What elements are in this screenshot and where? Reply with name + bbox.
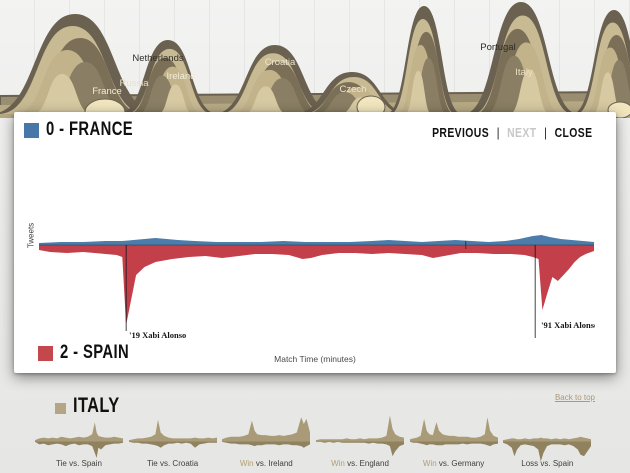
away-team-score: 2 - SPAIN: [60, 342, 149, 364]
away-team-swatch: [38, 346, 53, 361]
country-label-france[interactable]: France: [92, 86, 122, 97]
close-button[interactable]: CLOSE: [554, 125, 592, 140]
country-label-netherlands[interactable]: Netherlands: [132, 53, 183, 64]
home-team-swatch: [24, 123, 39, 138]
panel-navigation: PREVIOUS | NEXT | CLOSE: [432, 125, 592, 140]
x-axis-label: Match Time (minutes): [274, 354, 356, 364]
country-label-portugal[interactable]: Portugal: [480, 42, 515, 53]
italy-section: ITALY Back to top Tie vs. Spain Tie vs. C…: [0, 373, 630, 473]
mini-match-chart-6[interactable]: [503, 415, 592, 467]
previous-button[interactable]: PREVIOUS: [431, 125, 489, 140]
mini-match-label-2[interactable]: Tie vs. Croatia: [146, 459, 199, 468]
y-axis-label: Tweets: [26, 222, 36, 249]
nav-separator: |: [496, 125, 500, 140]
series-france[interactable]: [39, 235, 594, 245]
italy-team-swatch: [55, 403, 66, 414]
next-button[interactable]: NEXT: [506, 125, 537, 140]
match-tweet-chart[interactable]: '19 Xabi Alonso '91 Xabi Alonso: [38, 150, 595, 347]
mini-match-label-1[interactable]: Tie vs. Spain: [56, 459, 102, 468]
country-label-russia[interactable]: Russia: [119, 78, 149, 89]
mini-match-chart-2[interactable]: [128, 415, 217, 467]
home-team-score: 0 - FRANCE: [46, 119, 158, 141]
mini-match-chart-4[interactable]: [316, 415, 404, 467]
mini-match-label-4[interactable]: Win vs. England: [331, 459, 389, 468]
match-detail-panel: 0 - FRANCE PREVIOUS | NEXT | CLOSE Tweet…: [14, 112, 616, 373]
mini-match-label-6[interactable]: Loss vs. Spain: [521, 459, 574, 468]
nav-separator: |: [543, 125, 547, 140]
goal-annotation-text: '19 Xabi Alonso: [129, 330, 186, 340]
home-team-score-label: 0 - FRANCE: [46, 119, 134, 140]
mini-match-chart-5[interactable]: [409, 415, 498, 467]
series-spain[interactable]: [39, 245, 594, 325]
italy-team-title: ITALY: [73, 394, 133, 418]
tournament-streamgraph[interactable]: France Russia Netherlands Ireland Croatia Cze…: [0, 0, 630, 118]
mini-match-chart-1[interactable]: [35, 415, 123, 467]
country-label-czech[interactable]: Czech: [340, 84, 367, 95]
country-label-italy[interactable]: Italy: [515, 67, 533, 78]
country-label-croatia[interactable]: Croatia: [265, 57, 296, 68]
back-to-top-link[interactable]: Back to top: [554, 393, 595, 402]
goal-annotation-text: '91 Xabi Alonso: [541, 320, 595, 330]
mini-match-label-5[interactable]: Win vs. Germany: [422, 459, 485, 468]
italy-team-label: ITALY: [73, 394, 120, 417]
mini-match-chart-3[interactable]: [222, 415, 311, 467]
country-label-ireland[interactable]: Ireland: [166, 71, 195, 82]
away-team-score-label: 2 - SPAIN: [60, 342, 130, 363]
mini-match-label-3[interactable]: Win vs. Ireland: [239, 459, 293, 468]
